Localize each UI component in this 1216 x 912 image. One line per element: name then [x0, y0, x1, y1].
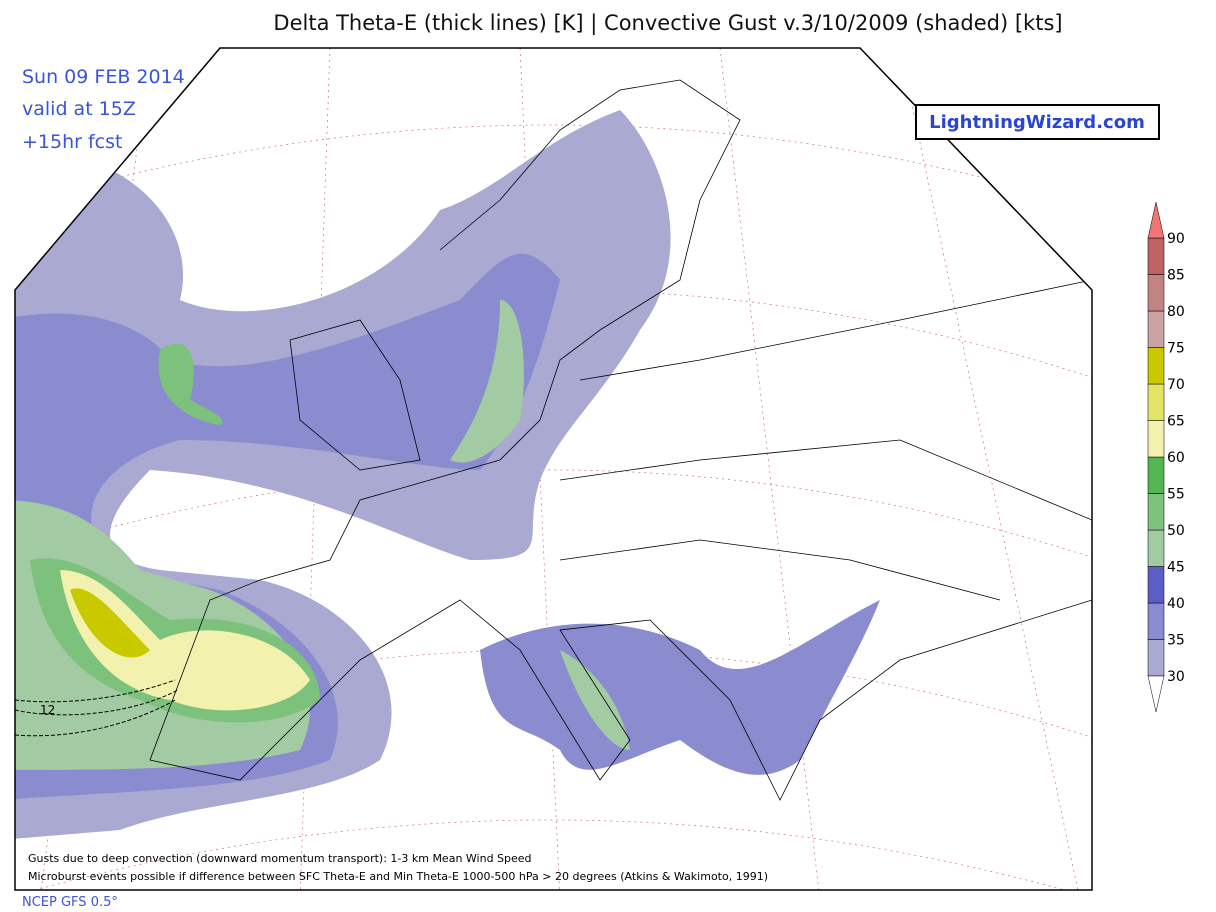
colorbar-label: 65 [1167, 414, 1185, 430]
colorbar-label: 90 [1167, 231, 1185, 247]
colorbar-bin [1147, 566, 1165, 604]
colorbar-bin [1147, 310, 1165, 348]
info-line: valid at 15Z [22, 98, 136, 120]
colorbar-bin [1147, 456, 1165, 494]
colorbar-bin [1147, 274, 1165, 312]
colorbar-label: 80 [1167, 304, 1185, 320]
colorbar-label: 60 [1167, 450, 1185, 466]
footnote: Microburst events possible if difference… [28, 870, 768, 883]
colorbar-label: 70 [1167, 377, 1185, 393]
colorbar-label: 30 [1167, 669, 1185, 685]
colorbar-over [1147, 201, 1165, 239]
colorbar-bin [1147, 529, 1165, 567]
colorbar-bin [1147, 639, 1165, 677]
info-line: Sun 09 FEB 2014 [22, 66, 185, 88]
source: NCEP GFS 0.5° [22, 895, 118, 910]
title: Delta Theta-E (thick lines) [K] | Convec… [273, 11, 1062, 36]
map: 12 [14, 47, 1093, 891]
logo: LightningWizard.com [929, 112, 1145, 133]
colorbar-label: 35 [1167, 633, 1185, 649]
colorbar-label: 50 [1167, 523, 1185, 539]
colorbar-bin [1147, 383, 1165, 421]
colorbar-label: 55 [1167, 487, 1185, 503]
logo-box [915, 104, 1160, 140]
colorbar-label: 75 [1167, 341, 1185, 357]
colorbar-label: 45 [1167, 560, 1185, 576]
colorbar-bin [1147, 347, 1165, 385]
colorbar-under [1147, 675, 1165, 713]
info-line: +15hr fcst [22, 131, 122, 153]
colorbar-bin [1147, 237, 1165, 275]
footnote: Gusts due to deep convection (downward m… [28, 852, 532, 865]
colorbar-bin [1147, 493, 1165, 531]
colorbar-label: 85 [1167, 268, 1185, 284]
colorbar: 30 35 40 45 50 55 60 65 70 75 80 85 90 [1147, 201, 1185, 713]
contour-label: 12 [40, 703, 55, 717]
colorbar-label: 40 [1167, 596, 1185, 612]
colorbar-bin [1147, 602, 1165, 640]
info-block: Sun 09 FEB 2014 valid at 15Z +15hr fcst [22, 66, 185, 153]
colorbar-bin [1147, 420, 1165, 458]
